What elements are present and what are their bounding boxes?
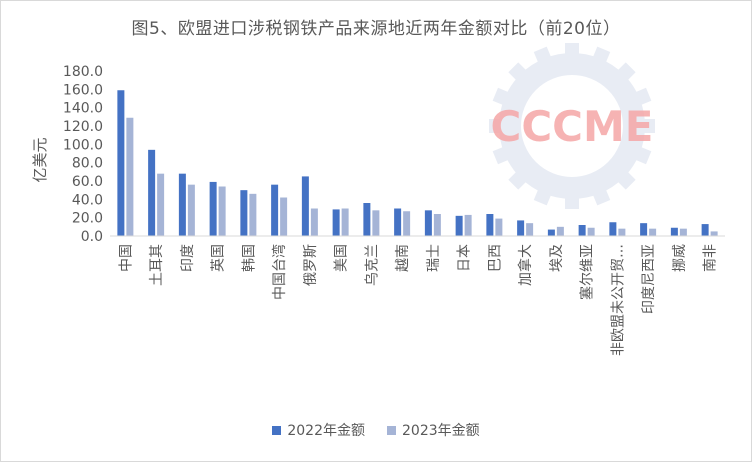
y-tick-label: 60.0: [72, 174, 103, 190]
category-label: 越南: [395, 244, 411, 272]
bar-2023: [433, 214, 441, 236]
bar-2023: [526, 223, 534, 236]
watermark-gear-tooth: [565, 195, 579, 209]
bar-2022: [271, 184, 279, 236]
category-label: 中国: [118, 244, 134, 272]
category-label: 韩国: [241, 244, 257, 272]
bar-2022: [486, 214, 494, 236]
bar-2023: [126, 117, 134, 236]
bar-2022: [332, 209, 340, 236]
bar-2022: [547, 229, 555, 236]
bar-2023: [464, 214, 472, 236]
bar-2022: [240, 190, 248, 236]
legend-item: 2023年金额: [387, 420, 480, 440]
bar-2022: [455, 215, 463, 236]
bar-2022: [178, 173, 186, 236]
watermark-gear-tooth: [489, 119, 503, 133]
watermark-gear-tooth: [591, 46, 611, 65]
legend-label: 2023年金额: [402, 423, 480, 439]
bar-2023: [495, 218, 503, 236]
legend: 2022年金额 2023年金额: [0, 420, 752, 440]
category-label: 美国: [334, 244, 350, 272]
category-label: 加拿大: [517, 244, 534, 286]
category-label: 印度尼西亚: [641, 244, 657, 314]
chart-title: 图5、欧盟进口涉税钢铁产品来源地近两年金额对比（前20位）: [131, 19, 621, 39]
category-label: 英国: [210, 244, 227, 272]
watermark-gear-tooth: [492, 87, 511, 107]
y-tick-label: 180.0: [63, 64, 103, 80]
bar-2022: [363, 203, 371, 236]
category-label: 瑞士: [426, 244, 442, 272]
category-label: 土耳其: [149, 244, 165, 286]
bar-2022: [301, 176, 309, 236]
y-tick-label: 40.0: [72, 192, 103, 208]
bar-2022: [148, 149, 156, 236]
legend-swatch: [272, 425, 282, 435]
bar-2023: [556, 226, 564, 236]
category-label: 印度: [180, 244, 196, 272]
y-tick-label: 120.0: [63, 119, 103, 135]
y-tick-label: 100.0: [63, 137, 103, 153]
x-axis: 中国 土耳其 印度 英国 韩国 中国台湾 俄罗斯 美国 乌克兰 越南 瑞士 日本 巴西 加拿大 埃及 塞尔维亚…: [110, 235, 725, 356]
bar-2023: [280, 197, 288, 236]
category-label: 中国台湾: [271, 244, 288, 300]
bar-2022: [394, 208, 402, 236]
legend-label: 2022年金额: [287, 423, 365, 439]
bar-2023: [310, 208, 318, 236]
category-label: 南非: [703, 244, 719, 272]
y-tick-label: 80.0: [72, 156, 103, 172]
watermark-gear-tooth: [492, 145, 511, 165]
watermark-gear-tooth: [591, 187, 611, 206]
bar-2023: [710, 231, 718, 236]
bar-2022: [670, 227, 678, 236]
bar-2022: [517, 220, 525, 236]
bar-2023: [218, 186, 226, 236]
bar-2022: [640, 223, 648, 236]
bar-2023: [372, 210, 380, 236]
bar-2023: [187, 184, 195, 236]
y-axis: 0.0 20.0 40.0 60.0 80.0 100.0 120.0 140.0 160.0 1…: [63, 64, 103, 245]
watermark-gear-tooth: [565, 43, 579, 57]
y-tick-label: 20.0: [72, 211, 103, 227]
y-tick-label: 160.0: [63, 82, 103, 98]
category-label: 乌克兰: [364, 244, 380, 286]
bar-2023: [403, 211, 411, 236]
category-label: 巴西: [487, 244, 503, 272]
bar-2023: [587, 227, 595, 236]
category-label: 日本: [457, 244, 473, 272]
category-label: 埃及: [549, 244, 565, 272]
category-label: 非欧盟未公开贸…: [610, 244, 626, 356]
bar-2022: [117, 90, 125, 236]
bar-2023: [341, 208, 349, 236]
y-axis-label: 亿美元: [31, 137, 49, 182]
watermark-gear-ring: [499, 53, 645, 199]
category-label: 挪威: [672, 244, 688, 272]
bar-2022: [578, 225, 586, 236]
bars: [117, 90, 718, 236]
watermark-gear-tooth: [633, 87, 652, 107]
bar-2022: [424, 210, 432, 236]
category-label: 俄罗斯: [303, 244, 319, 286]
cccme-watermark-logo: CCCME: [489, 43, 655, 209]
bar-2023: [157, 173, 165, 236]
bar-2023: [618, 228, 626, 236]
category-label: 塞尔维亚: [579, 244, 596, 300]
watermark-gear-tooth: [533, 46, 553, 65]
watermark-gear-tooth: [641, 119, 655, 133]
bar-2022: [209, 181, 217, 236]
legend-swatch: [387, 425, 396, 435]
bar-2023: [249, 193, 257, 236]
bar-2023: [679, 228, 687, 236]
watermark-text: CCCME: [491, 102, 654, 151]
y-tick-label: 140.0: [63, 101, 103, 117]
legend-item: 2022年金额: [272, 420, 365, 440]
bar-2022: [609, 222, 617, 236]
watermark-gear-tooth: [633, 145, 652, 165]
y-tick-label: 0.0: [81, 229, 103, 245]
watermark-gear-tooth: [533, 187, 553, 206]
bar-2022: [701, 224, 709, 236]
bar-2023: [649, 228, 657, 236]
